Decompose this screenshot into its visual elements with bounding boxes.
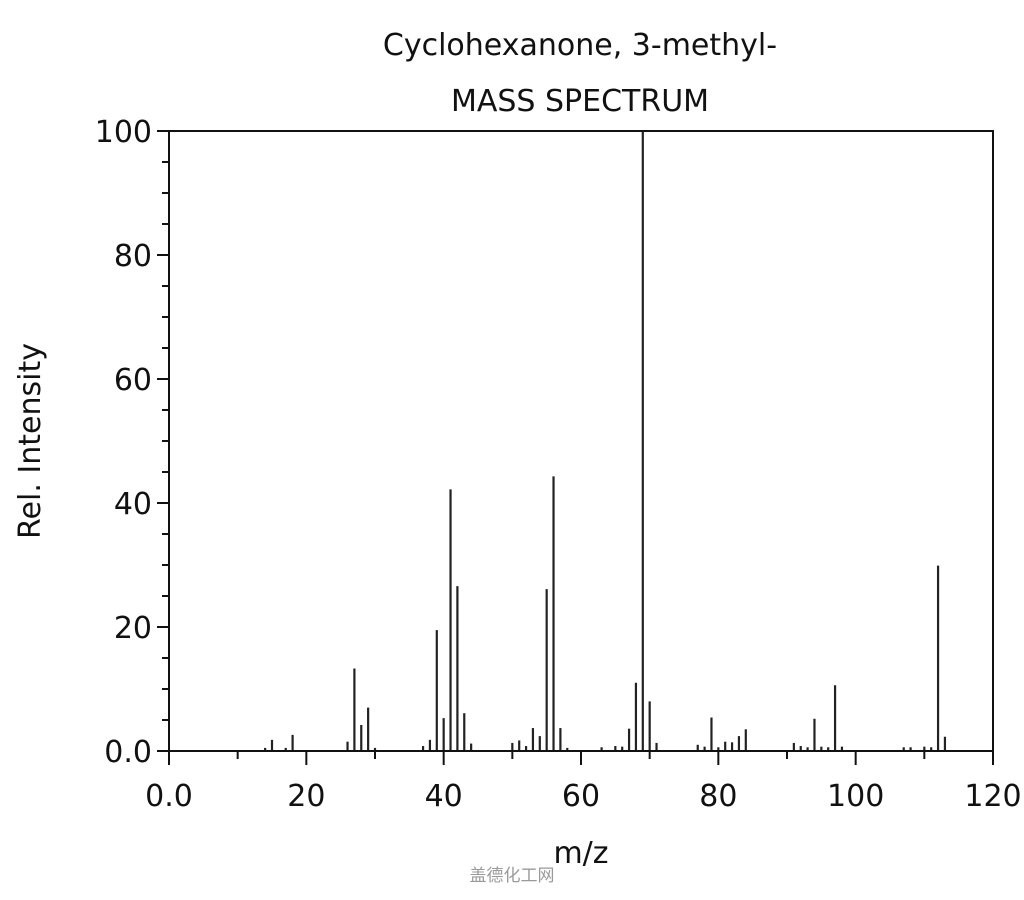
y-axis-ticks: 0.0 20 40 60 80 100: [95, 115, 169, 770]
chart-title: Cyclohexanone, 3-methyl-: [383, 28, 777, 63]
y-tick-label: 60: [114, 363, 152, 398]
y-tick-label: 100: [95, 115, 152, 150]
y-axis-label: Rel. Intensity: [13, 343, 48, 539]
x-tick-label: 40: [425, 779, 463, 814]
x-axis-ticks: 0.0 20 40 60 80 100 120: [145, 751, 1022, 814]
x-axis-label: m/z: [553, 836, 608, 871]
y-tick-label: 20: [114, 611, 152, 646]
peak-bars: [264, 131, 947, 751]
plot-frame: [168, 130, 994, 752]
x-tick-label: 80: [699, 779, 737, 814]
watermark-text: 盖德化工网: [470, 866, 555, 886]
y-tick-label: 40: [114, 487, 152, 522]
y-tick-label: 80: [114, 239, 152, 274]
x-tick-label: 60: [562, 779, 600, 814]
y-tick-label: 0.0: [104, 735, 152, 770]
chart-subtitle: MASS SPECTRUM: [451, 84, 709, 119]
x-tick-label: 0.0: [145, 779, 193, 814]
x-tick-label: 120: [964, 779, 1021, 814]
x-tick-label: 100: [827, 779, 884, 814]
x-tick-label: 20: [287, 779, 325, 814]
